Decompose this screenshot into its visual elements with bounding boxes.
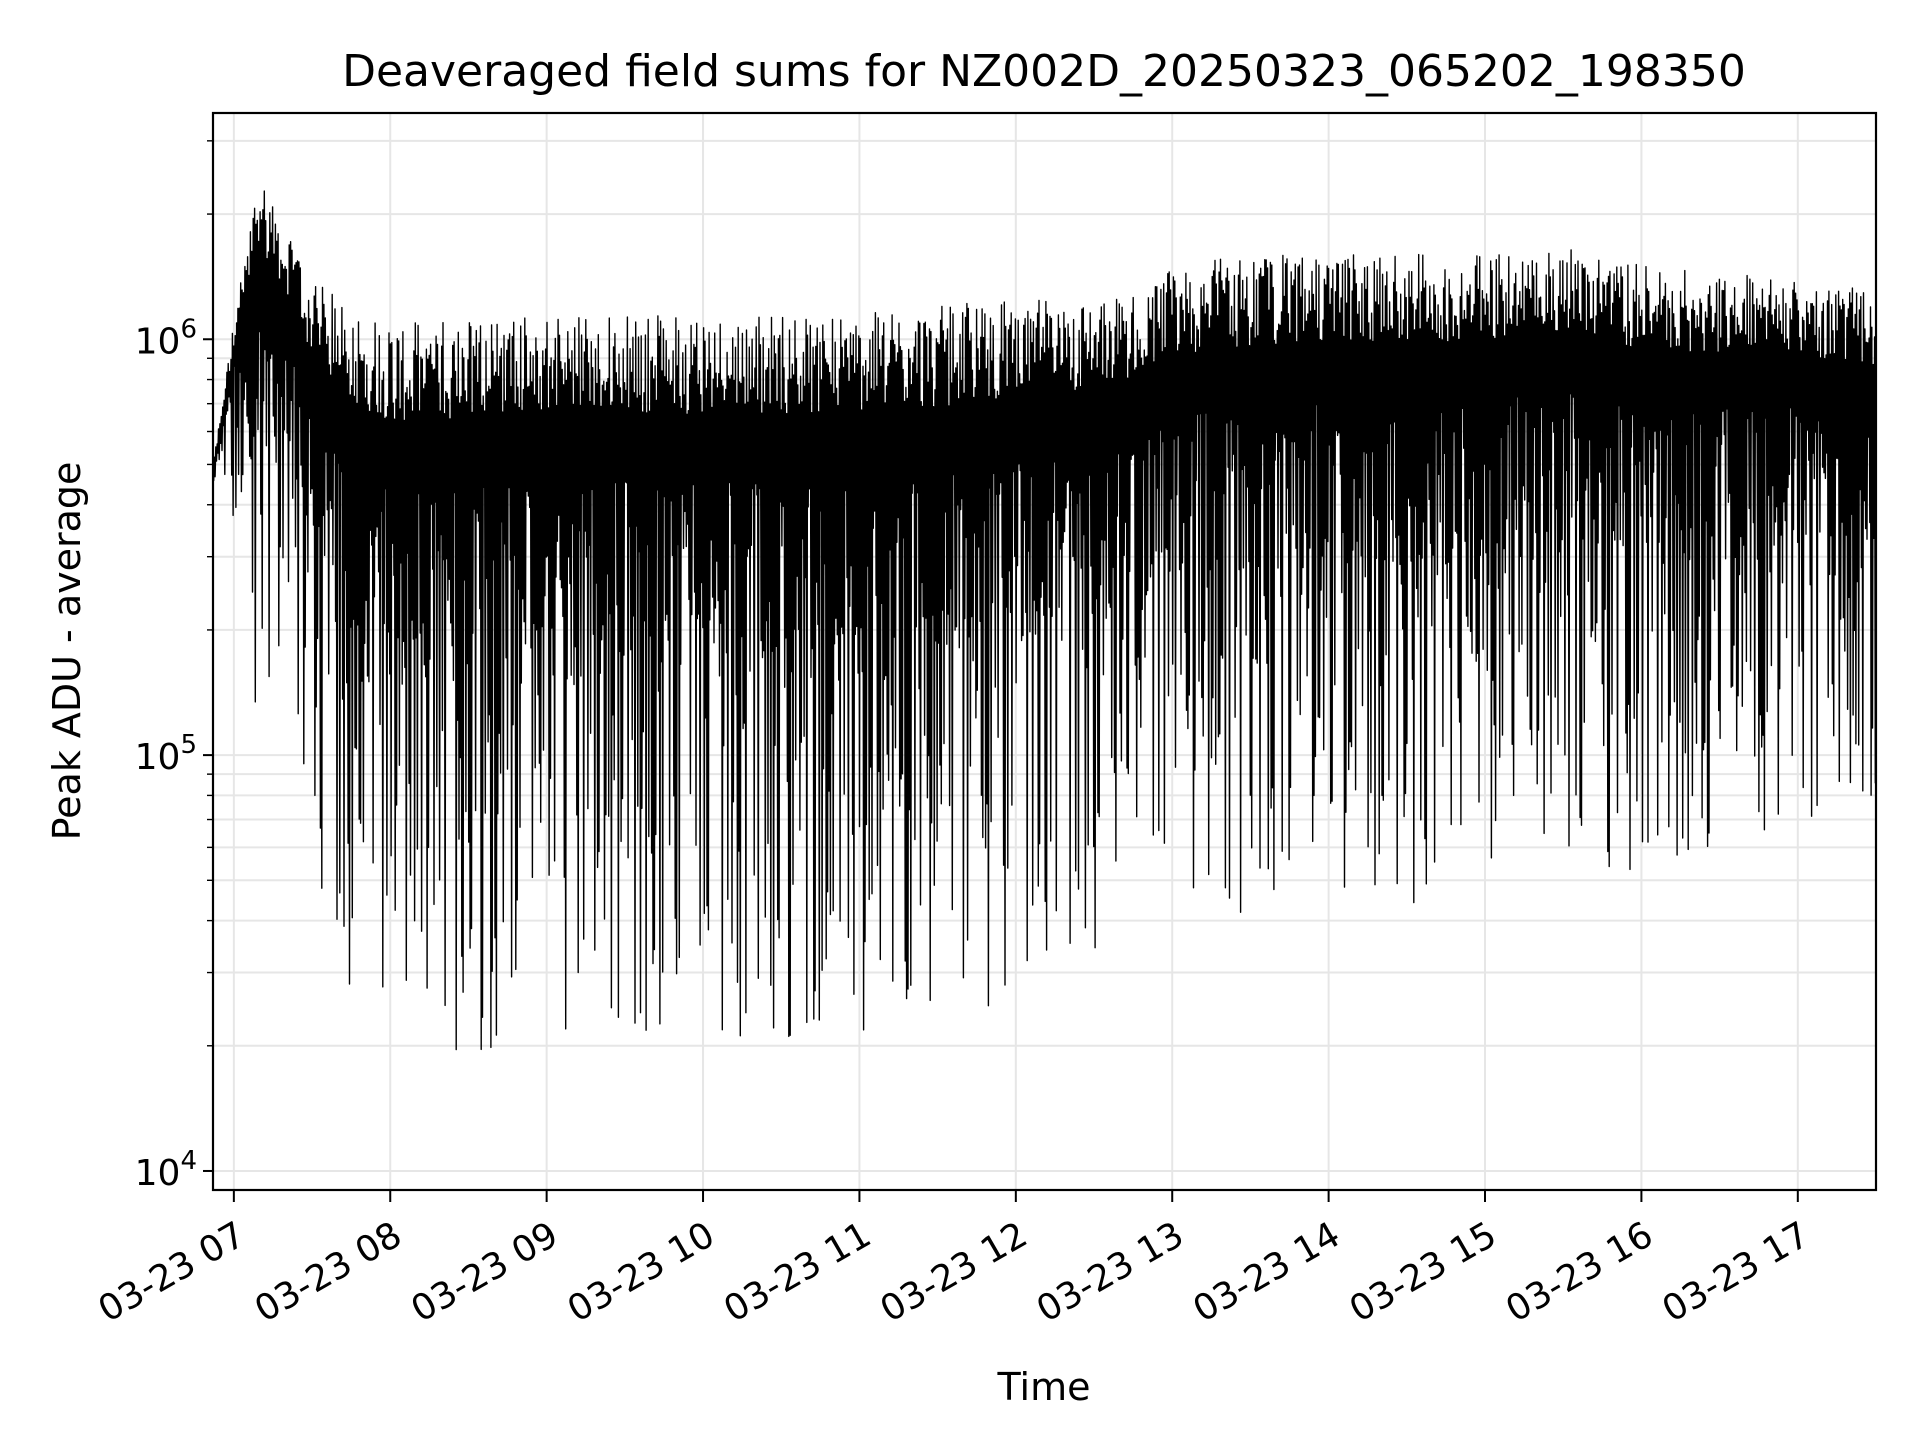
y-tick-base: 10 (135, 737, 181, 778)
y-tick-exponent: 6 (180, 314, 197, 344)
y-tick-exponent: 4 (180, 1146, 197, 1176)
y-tick-label: 104 (135, 1146, 197, 1194)
y-tick-label: 106 (135, 314, 197, 362)
y-tick-label: 105 (135, 730, 197, 778)
plot-frame (211, 111, 1878, 1192)
y-tick-exponent: 5 (180, 730, 197, 760)
y-tick-base: 10 (135, 321, 181, 362)
data-series (212, 190, 1877, 1051)
series-line (212, 190, 1877, 1051)
chart-title: Deaveraged field sums for NZ002D_2025032… (342, 46, 1746, 97)
y-tick-base: 10 (135, 1153, 181, 1194)
x-axis-label: Time (997, 1365, 1091, 1409)
y-axis-label: Peak ADU - average (45, 462, 89, 841)
